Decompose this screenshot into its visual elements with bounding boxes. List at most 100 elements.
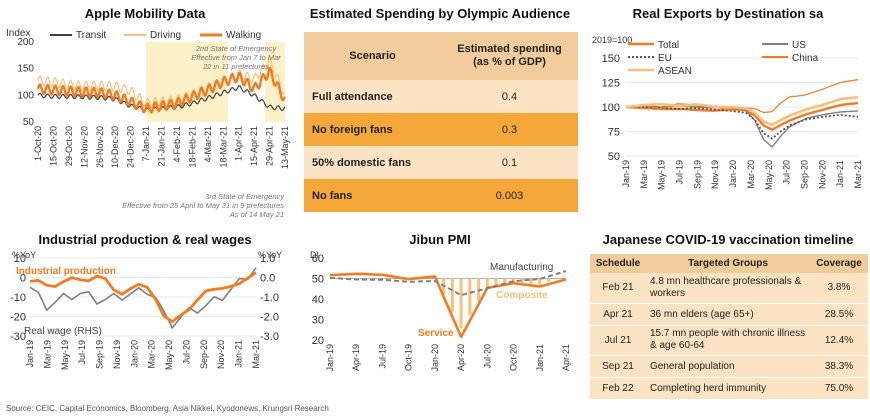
x-tick-label: 18-Feb-21: [187, 126, 197, 168]
schedule-cell: Apr 21: [603, 308, 633, 320]
coverage-cell: 75.0%: [824, 382, 854, 394]
y-axis-unit: 2019=100: [592, 35, 632, 45]
y-tick-label: 20: [312, 335, 324, 347]
x-tick-label: 15-Oct-20: [48, 126, 58, 166]
legend-label-walking: Walking: [226, 30, 261, 41]
label-service: Service: [418, 328, 454, 339]
group-cell: General population: [650, 360, 735, 372]
schedule-cell: Feb 22: [602, 382, 634, 394]
industrial-chart: 10 0 -10 -20 -30 1.0 0.0 -1.0 -2.0 -3.0 %YoY %YoY Ja…: [10, 250, 282, 370]
y-axis-unit: DI: [310, 250, 319, 260]
value-cell: 0.003: [495, 189, 524, 202]
group-cell: 4.8 mn healthcare professionals & worker…: [650, 275, 802, 299]
table-row: No foreign fans 0.3: [304, 113, 578, 146]
mobility-panel: Apple Mobility Data 50 100 150 200 Index 1-Oc…: [0, 0, 290, 222]
schedule-cell: Feb 21: [602, 282, 634, 294]
x-tick-label: 4-Mar-21: [203, 126, 213, 163]
vaccine-panel: Japanese COVID-19 vaccination timeline S…: [586, 228, 870, 404]
shade-3rd-emergency: [265, 42, 285, 122]
schedule-cell: Jul 21: [604, 334, 632, 346]
x-tick-label: Mar-19: [42, 340, 52, 369]
x-tick-label: 24-Dec-20: [126, 126, 136, 168]
y-tick-label: 125: [602, 78, 620, 90]
x-tick-label: Jul-19: [675, 160, 685, 185]
spending-title: Estimated Spending by Olympic Audience: [309, 6, 571, 21]
x-tick-label: 18-Mar-21: [218, 126, 228, 168]
y-tick-label: 200: [17, 37, 34, 48]
scenario-cell: Full attendance: [312, 90, 393, 103]
mobility-note-1: 2nd State of Emergency Effective from Ja…: [191, 44, 281, 71]
x-tick-label: Sep-19: [95, 340, 105, 369]
x-tick-label: Apr-21: [561, 344, 571, 371]
mobility-note-2-line2: Effective from 25 April to May 31 in 9 p…: [122, 201, 284, 210]
table-row: Sep 21 General population 38.3%: [590, 355, 868, 377]
x-tick-label: Mar-21: [251, 340, 261, 369]
pmi-panel: Jibun PMI 20 30 40 50 60 DI Jan-19 Apr-19 Jul-19…: [300, 228, 580, 402]
vaccine-col-coverage: Coverage: [816, 258, 862, 269]
x-tick-label: Sep-20: [799, 160, 809, 189]
spending-col-value-line1: Estimated spending: [457, 43, 562, 55]
mobility-title: Apple Mobility Data: [84, 6, 206, 21]
mobility-note-2-line3: As of 14 May 21: [229, 210, 284, 219]
x-tick-label: May-20: [164, 340, 174, 370]
value-cell: 0.3: [501, 123, 518, 136]
x-tick-label: Jan-21: [835, 160, 845, 188]
scenario-cell: 50% domestic fans: [312, 156, 412, 169]
source-note: Source: CEIC, Capital Economics, Bloombe…: [6, 404, 329, 413]
y2-tick-label: -1.0: [260, 292, 279, 304]
table-row: Full attendance 0.4: [304, 80, 578, 113]
x-tick-label: 29-Apr-21: [265, 126, 275, 166]
group-cell: Completing herd immunity: [650, 382, 767, 394]
x-tick-label: Nov-19: [710, 160, 720, 189]
exports-chart: 50 75 100 125 150 2019=100 Jan-19 Mar-19 May-19 J…: [592, 35, 863, 190]
label-composite: Composite: [496, 290, 548, 301]
x-tick-label: 1-Apr-21: [234, 126, 244, 161]
y-tick-label: 10: [14, 253, 26, 265]
y-axis-unit: Index: [6, 28, 30, 39]
y-tick-label: 50: [23, 117, 35, 128]
x-tick-label: 1-Oct-20: [33, 126, 43, 161]
y-tick-label: 100: [602, 102, 620, 114]
x-tick-label: 15-Apr-21: [249, 126, 259, 166]
scenario-cell: No foreign fans: [312, 123, 393, 136]
x-tick-label: May-19: [60, 340, 70, 370]
table-row: Feb 22 Completing herd immunity 75.0%: [590, 377, 868, 399]
vaccine-col-schedule: Schedule: [595, 258, 641, 269]
pmi-title: Jibun PMI: [409, 232, 471, 247]
y-tick-label: 100: [17, 90, 34, 101]
label-manufacturing: Manufacturing: [490, 262, 553, 273]
table-row: 50% domestic fans 0.1: [304, 146, 578, 179]
industrial-panel: Industrial production & real wages 10 0 -1…: [0, 228, 290, 402]
y-tick-label: 150: [602, 53, 620, 65]
y-tick-label: 75: [608, 127, 620, 139]
legend-label-eu: EU: [658, 53, 672, 64]
legend-label-asean: ASEAN: [658, 66, 692, 77]
x-tick-label: Apr-20: [456, 344, 466, 371]
y-tick-label: 60: [312, 253, 324, 265]
industrial-title: Industrial production & real wages: [38, 232, 252, 247]
legend-label-china: China: [792, 53, 819, 64]
y2-tick-label: -3.0: [260, 331, 279, 343]
label-real-wage: Real wage (RHS): [24, 326, 102, 337]
table-row: No fans 0.003: [304, 179, 578, 212]
x-tick-label: Oct-19: [404, 344, 414, 371]
series-line-walking: [36, 66, 287, 114]
y2-tick-label: 0.0: [260, 273, 275, 285]
coverage-cell: 28.5%: [824, 308, 854, 320]
series-line-eu: [626, 106, 859, 140]
x-tick-label: Sep-20: [199, 340, 209, 369]
x-tick-label: 4-Feb-21: [172, 126, 182, 163]
y-tick-label: -10: [10, 292, 26, 304]
x-tick-label: Oct-20: [509, 344, 519, 371]
spending-header-row: Scenario Estimated spending (as % of GDP…: [304, 32, 578, 80]
group-cell: 15.7 mn people with chronic illness & ag…: [650, 328, 806, 351]
x-tick-label: Mar-21: [853, 160, 863, 189]
vaccine-table: Schedule Targeted Groups Coverage Feb 21…: [590, 254, 868, 399]
legend-label-transit: Transit: [76, 30, 106, 41]
exports-panel: Real Exports by Destination sa 50 75 100 12…: [586, 0, 870, 222]
x-tick-label: Jan-20: [129, 340, 139, 368]
coverage-cell: 3.8%: [827, 282, 851, 294]
spending-col-scenario: Scenario: [349, 50, 396, 62]
schedule-cell: Sep 21: [602, 360, 634, 372]
